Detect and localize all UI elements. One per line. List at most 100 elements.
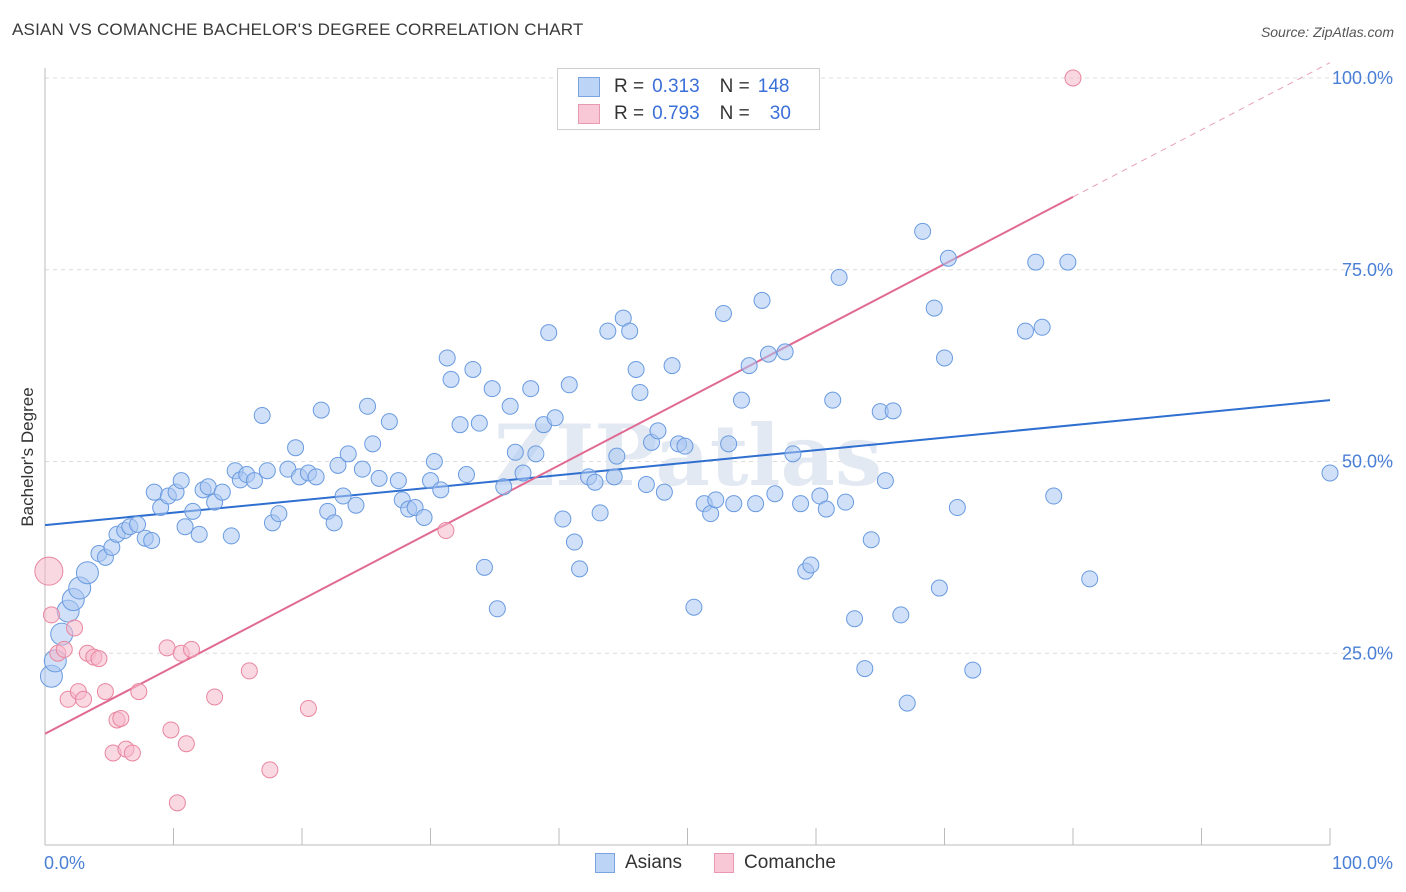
asians-point bbox=[930, 579, 948, 597]
comanche-point bbox=[240, 662, 258, 680]
asians-point bbox=[685, 598, 703, 616]
asians-point bbox=[432, 481, 450, 499]
comanche-point bbox=[34, 556, 64, 586]
asians-point bbox=[389, 472, 407, 490]
legend-item-comanche[interactable]: Comanche bbox=[714, 852, 836, 874]
asians-point bbox=[483, 380, 501, 398]
correlation-legend: R = 0.313 N = 148 R = 0.793 N = 30 bbox=[557, 68, 820, 130]
asians-point bbox=[540, 324, 558, 342]
asians-point bbox=[1033, 318, 1051, 336]
asians-point bbox=[884, 402, 902, 420]
asians-point bbox=[759, 345, 777, 363]
asians-point bbox=[176, 518, 194, 536]
y-tick-label: 50.0% bbox=[1342, 452, 1393, 472]
comanche-point bbox=[206, 688, 224, 706]
asians-point bbox=[527, 445, 545, 463]
asians-point bbox=[464, 360, 482, 378]
comanche-point bbox=[162, 721, 180, 739]
comanche-point bbox=[123, 744, 141, 762]
asians-point bbox=[655, 483, 673, 501]
comanche-point bbox=[168, 794, 186, 812]
legend-item-asians[interactable]: Asians bbox=[595, 852, 682, 874]
asians-trend-line bbox=[44, 399, 1331, 527]
asians-point bbox=[631, 383, 649, 401]
comanche-point bbox=[182, 640, 200, 658]
comanche-trend-extension bbox=[1072, 62, 1331, 198]
asians-point bbox=[621, 322, 639, 340]
asians-point bbox=[964, 661, 982, 679]
asians-point bbox=[830, 268, 848, 286]
asians-point bbox=[939, 249, 957, 267]
comanche-point bbox=[130, 683, 148, 701]
asians-point bbox=[129, 515, 147, 533]
asians-point bbox=[776, 343, 794, 361]
asians-point bbox=[307, 468, 325, 486]
comanche-point bbox=[90, 650, 108, 668]
asians-point bbox=[353, 460, 371, 478]
asians-point bbox=[451, 416, 469, 434]
comanche-point bbox=[112, 709, 130, 727]
asians-point bbox=[339, 445, 357, 463]
asians-point bbox=[1059, 253, 1077, 271]
asians-point bbox=[560, 376, 578, 394]
asians-point bbox=[725, 495, 743, 513]
asians-point bbox=[817, 500, 835, 518]
asians-point bbox=[663, 357, 681, 375]
asians-point bbox=[329, 456, 347, 474]
asians-point bbox=[438, 349, 456, 367]
asians-point bbox=[334, 487, 352, 505]
asians-point bbox=[347, 496, 365, 514]
asians-point bbox=[591, 504, 609, 522]
y-tick-label: 25.0% bbox=[1342, 643, 1393, 663]
asians-point bbox=[802, 556, 820, 574]
asians-point bbox=[1027, 253, 1045, 271]
asians-point bbox=[649, 422, 667, 440]
legend-row-comanche: R = 0.793 N = 30 bbox=[578, 102, 791, 126]
asians-point bbox=[753, 291, 771, 309]
asians-point bbox=[892, 606, 910, 624]
comanche-point bbox=[96, 683, 114, 701]
asians-point bbox=[599, 322, 617, 340]
asians-point bbox=[747, 495, 765, 513]
asians-point bbox=[172, 472, 190, 490]
comanche-swatch bbox=[714, 853, 735, 873]
asians-point bbox=[586, 473, 604, 491]
asians-point bbox=[936, 349, 953, 367]
source-label: Source: ZipAtlas.com bbox=[1260, 24, 1394, 40]
asians-point bbox=[740, 357, 758, 375]
tick-labels: 25.0% 50.0% 75.0% 100.0% 0.0% 100.0% bbox=[44, 68, 1393, 873]
comanche-swatch bbox=[578, 104, 600, 124]
asians-point bbox=[222, 527, 240, 545]
asians-point bbox=[506, 443, 524, 461]
r-label: R = bbox=[614, 76, 645, 97]
series-legend: Asians Comanche bbox=[595, 852, 868, 874]
asians-point bbox=[359, 397, 377, 415]
asians-point bbox=[732, 391, 750, 409]
asians-point bbox=[184, 502, 202, 520]
chart-title: ASIAN VS COMANCHE BACHELOR'S DEGREE CORR… bbox=[12, 20, 584, 39]
asians-point bbox=[1081, 570, 1099, 588]
asians-swatch bbox=[578, 77, 600, 97]
asians-point bbox=[824, 391, 842, 409]
comanche-point bbox=[66, 619, 84, 637]
comanche-point bbox=[437, 522, 455, 540]
asians-point bbox=[1321, 464, 1339, 482]
asians-point bbox=[925, 299, 943, 317]
comanche-point bbox=[75, 690, 93, 708]
asians-point bbox=[846, 610, 864, 628]
asians-point bbox=[364, 435, 382, 453]
asians-point bbox=[720, 435, 738, 453]
asians-point bbox=[488, 600, 506, 618]
asians-point bbox=[1016, 322, 1034, 340]
asians-point bbox=[325, 514, 343, 532]
data-points bbox=[34, 69, 1339, 812]
asians-point bbox=[856, 660, 874, 678]
asians-point bbox=[862, 531, 880, 549]
asians-point bbox=[554, 510, 572, 528]
asians-point bbox=[143, 532, 161, 550]
asians-point bbox=[287, 439, 305, 457]
trend-lines bbox=[44, 62, 1331, 735]
asians-point bbox=[213, 483, 231, 501]
asians-point bbox=[312, 401, 330, 419]
